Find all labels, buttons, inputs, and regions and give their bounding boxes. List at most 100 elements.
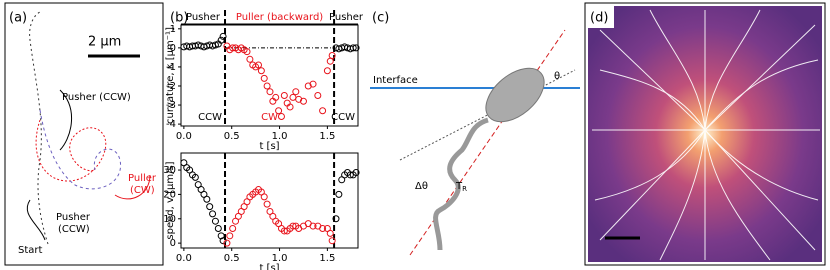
plot-frame (180, 152, 359, 249)
data-point (275, 107, 283, 115)
flagellum (433, 117, 489, 251)
data-point (319, 107, 327, 115)
data-point (260, 193, 268, 201)
y-tick-label: -4 (166, 119, 176, 130)
trajectory-label: Pusher (56, 212, 91, 223)
data-point (289, 222, 297, 230)
data-point (206, 203, 214, 211)
y-tick-label: 30 (163, 165, 176, 176)
data-point (286, 103, 294, 111)
cell-body (485, 67, 545, 123)
rotation-label: CCW (331, 112, 355, 123)
scale-label: 2 μm (88, 35, 121, 50)
y-axis-label: curvature, κ [μm⁻¹] (165, 27, 176, 124)
x-tick-label: 0.5 (224, 131, 240, 142)
data-point (209, 210, 217, 218)
data-point (314, 92, 322, 100)
trajectory-label: Puller (128, 173, 157, 184)
data-point (335, 190, 343, 198)
data-point (211, 41, 219, 49)
axis-line (399, 69, 576, 161)
data-point (263, 82, 271, 90)
data-point (229, 225, 237, 233)
torque-label: TR (455, 181, 467, 193)
x-tick-label: 1.0 (272, 131, 288, 142)
data-point (246, 55, 254, 63)
trajectory-label: (CCW) (58, 224, 90, 235)
data-point (352, 44, 360, 52)
x-tick-label: 0.0 (176, 253, 192, 264)
phase-label: Pusher (329, 12, 364, 23)
y-tick-label: 20 (163, 189, 176, 200)
panel-label: (d) (590, 11, 608, 26)
angle-label: Δθ (415, 181, 428, 192)
trajectory-label: Start (18, 245, 43, 256)
data-point (243, 48, 251, 56)
data-point (280, 92, 288, 100)
data-point (277, 112, 285, 120)
data-point (266, 88, 274, 96)
y-tick-label: -3 (166, 100, 176, 111)
y-tick-label: 10 (163, 214, 176, 225)
rotation-label: CCW (198, 112, 222, 123)
data-point (346, 171, 354, 179)
data-point (191, 173, 199, 181)
data-point (295, 95, 303, 103)
data-point (326, 229, 334, 237)
data-point (214, 225, 222, 233)
y-tick-label: 0 (170, 43, 176, 54)
x-tick-label: 1.5 (319, 131, 335, 142)
x-tick-label: 1.0 (272, 253, 288, 264)
streamlines (592, 9, 820, 261)
data-point (203, 195, 211, 203)
data-point (260, 74, 268, 82)
x-tick-label: 1.5 (319, 253, 335, 264)
torque-label: T (455, 181, 463, 192)
data-point (304, 82, 312, 90)
data-point (326, 57, 334, 65)
data-point (289, 93, 297, 101)
data-point (211, 217, 219, 225)
torque-sub: R (462, 185, 467, 193)
red-axis (409, 29, 566, 256)
data-point (254, 61, 262, 69)
data-point (226, 232, 234, 240)
data-point (309, 80, 317, 88)
trajectory-label: (CW) (130, 185, 155, 196)
data-point (257, 67, 265, 75)
data-point (223, 239, 231, 247)
x-tick-label: 0.5 (224, 253, 240, 264)
y-tick-label: 1 (170, 24, 176, 35)
y-axis-label: speed, v [μm/s] (165, 161, 176, 239)
x-axis-label: t [s] (259, 263, 279, 270)
label-bg (588, 6, 614, 28)
data-point (309, 222, 317, 230)
data-point (280, 227, 288, 235)
data-point (349, 44, 357, 52)
angle-label: θ (554, 71, 560, 82)
panel-label: (a) (9, 11, 27, 26)
panel-d-frame (584, 2, 826, 266)
trajectory (26, 11, 151, 245)
phase-label: Puller (backward) (236, 12, 323, 23)
panel-label: (c) (372, 11, 389, 26)
data-point (328, 51, 336, 59)
data-point (319, 225, 327, 233)
x-tick-label: 0.0 (176, 131, 192, 142)
x-axis-label: t [s] (259, 141, 279, 152)
data-point (263, 200, 271, 208)
rotation-label: CW (261, 112, 278, 123)
panel-label: (b) (170, 11, 188, 26)
data-point (217, 36, 225, 44)
plot-frame (180, 24, 359, 127)
y-tick-label: 0 (170, 238, 176, 249)
data-point (323, 67, 331, 75)
data-point (332, 215, 340, 223)
trajectory-label: Pusher (CCW) (62, 92, 131, 103)
phase-label: Pusher (186, 12, 221, 23)
y-tick-label: -1 (166, 62, 176, 73)
data-point (292, 88, 300, 96)
interface-label: Interface (373, 75, 418, 86)
data-point (299, 97, 307, 105)
